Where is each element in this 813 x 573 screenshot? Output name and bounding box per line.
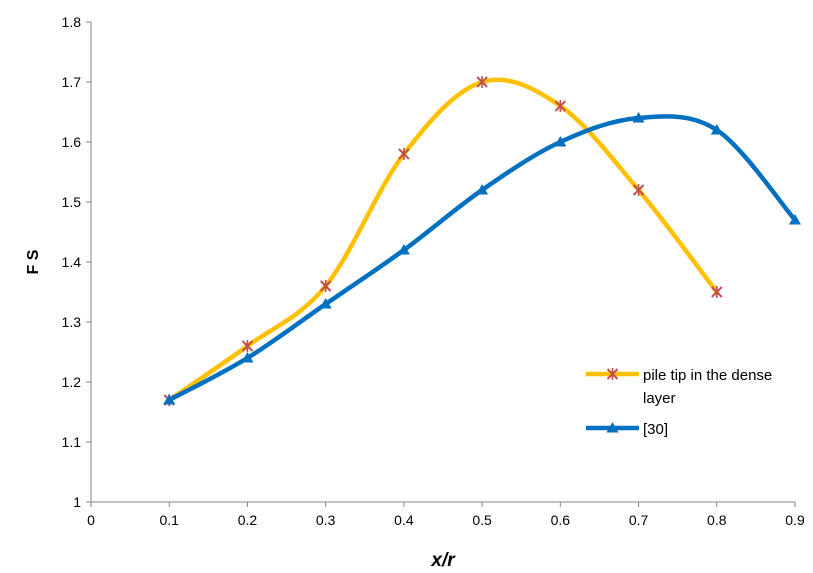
y-tick-label: 1.2 [62,374,82,390]
legend-marker [606,368,619,380]
x-tick-label: 0.3 [316,512,336,528]
data-point [163,394,176,405]
x-tick-label: 0.5 [472,512,492,528]
data-point [476,184,489,195]
legend-label-line: pile tip in the dense [643,367,772,384]
legend-label: pile tip in the dense layer [643,367,772,407]
x-tick-label: 0.2 [238,512,258,528]
y-tick-label: 1.8 [62,14,82,30]
legend-label: [30] [643,421,668,438]
legend: pile tip in the dense layer [30] [586,367,772,438]
x-tick-label: 0.4 [394,512,414,528]
data-point [710,124,723,135]
x-tick-label: 0.1 [159,512,179,528]
data-point [476,76,488,88]
series-1 [163,112,801,405]
series-line [166,114,798,403]
y-tick-label: 1.3 [62,314,82,330]
x-tick-label: 0.6 [551,512,571,528]
legend-item-1: [30] [586,421,668,438]
y-tick-label: 1.5 [62,194,82,210]
y-tick-label: 1.7 [62,74,82,90]
data-point [319,298,332,309]
y-tick-label: 1.1 [62,434,82,450]
data-point [711,286,723,298]
legend-marker [606,422,619,433]
series-layer [163,76,801,406]
data-point [789,214,801,225]
data-point [241,352,254,363]
y-tick-label: 1 [73,494,81,510]
x-tick-label: 0 [87,512,95,528]
data-point [319,280,332,292]
y-axis-title: F S [25,249,42,274]
data-point [554,136,567,147]
legend-item-0: pile tip in the dense layer [586,367,772,407]
x-tick-label: 0.9 [785,512,805,528]
x-axis-title: x/r [430,550,456,571]
data-point [554,100,567,112]
x-tick-label: 0.8 [707,512,727,528]
series-line [166,77,720,403]
axes: 1 1.1 1.2 1.3 1.4 1.5 1.6 1.7 1.8 0 0.1 0.2 0.3 0.4 0.… [62,14,805,528]
x-tick-label: 0.7 [629,512,649,528]
legend-label-line: layer [643,390,676,407]
data-point [632,112,645,123]
data-point [632,184,645,196]
y-tick-label: 1.4 [62,254,82,270]
data-point [241,340,254,352]
data-point [398,148,410,160]
y-tick-label: 1.6 [62,134,82,150]
data-point [397,244,410,255]
